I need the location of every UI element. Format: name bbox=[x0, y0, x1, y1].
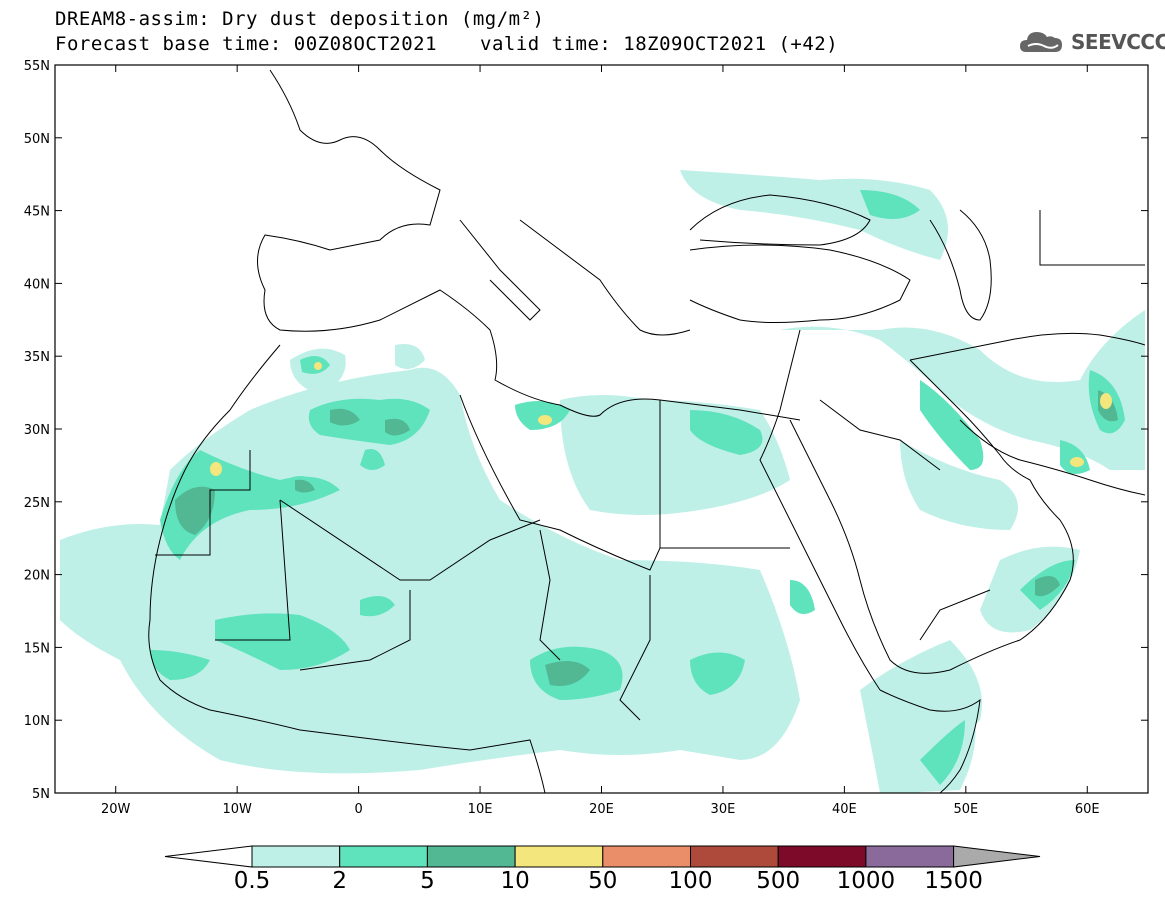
map-title: DREAM8-assim: Dry dust deposition (mg/m²… bbox=[55, 8, 545, 30]
forecast-base-time: Forecast base time: 00Z08OCT2021 bbox=[55, 33, 438, 55]
lon-label: 10E bbox=[468, 802, 493, 817]
colorbar-level-label: 100 bbox=[668, 868, 713, 894]
lon-label: 20W bbox=[101, 802, 131, 817]
lat-label: 10N bbox=[24, 714, 50, 729]
colorbar-box bbox=[777, 845, 867, 868]
colorbar-box bbox=[690, 845, 779, 868]
colorbar-box bbox=[514, 845, 604, 868]
lat-label: 45N bbox=[24, 205, 50, 220]
colorbar-level-label: 5 bbox=[420, 868, 435, 894]
coastlines-and-borders bbox=[148, 69, 1146, 794]
lon-label: 0 bbox=[354, 802, 362, 817]
lon-label: 40E bbox=[832, 802, 857, 817]
longitude-axis: 20W 10W 0 10E 20E 30E 40E 50E 60E bbox=[101, 65, 1100, 817]
dust-fields bbox=[60, 170, 1145, 793]
lat-label: 50N bbox=[24, 132, 50, 147]
colorbar-level-label: 0.5 bbox=[233, 868, 271, 894]
lon-label: 50E bbox=[953, 802, 978, 817]
lat-label: 40N bbox=[24, 277, 50, 292]
lat-label: 55N bbox=[24, 59, 50, 74]
colorbar-max-arrow bbox=[953, 845, 1041, 868]
colorbar-level-label: 2 bbox=[332, 868, 348, 894]
lat-label: 15N bbox=[24, 641, 50, 656]
lon-label: 60E bbox=[1075, 802, 1100, 817]
lon-label: 20E bbox=[589, 802, 614, 817]
latitude-axis: 55N 50N 45N 40N 35N 30N 25N 20N 15N 10N 5N bbox=[24, 59, 1148, 802]
lat-label: 5N bbox=[32, 787, 50, 802]
lat-label: 30N bbox=[24, 423, 50, 438]
cloud-logo-icon bbox=[1020, 32, 1062, 52]
lat-label: 35N bbox=[24, 350, 50, 365]
colorbar-box bbox=[865, 845, 955, 868]
colorbar-level-label: 10 bbox=[500, 868, 530, 894]
colorbar-level-label: 1500 bbox=[924, 868, 983, 894]
lat-label: 20N bbox=[24, 569, 50, 584]
colorbar-box bbox=[602, 845, 691, 868]
colorbar-level-label: 50 bbox=[588, 868, 618, 894]
lon-label: 10W bbox=[222, 802, 252, 817]
lat-label: 25N bbox=[24, 496, 50, 511]
colorbar-box bbox=[339, 845, 428, 868]
colorbar-level-label: 1000 bbox=[836, 868, 896, 894]
colorbar-level-label: 500 bbox=[756, 868, 801, 894]
colorbar-box bbox=[426, 845, 516, 868]
valid-time: valid time: 18Z09OCT2021 (+42) bbox=[480, 33, 839, 55]
lon-label: 30E bbox=[711, 802, 736, 817]
colorbar-min-arrow bbox=[164, 845, 253, 868]
logo-text: SEEVCCC bbox=[1071, 30, 1165, 54]
colorbar-box bbox=[251, 845, 341, 868]
